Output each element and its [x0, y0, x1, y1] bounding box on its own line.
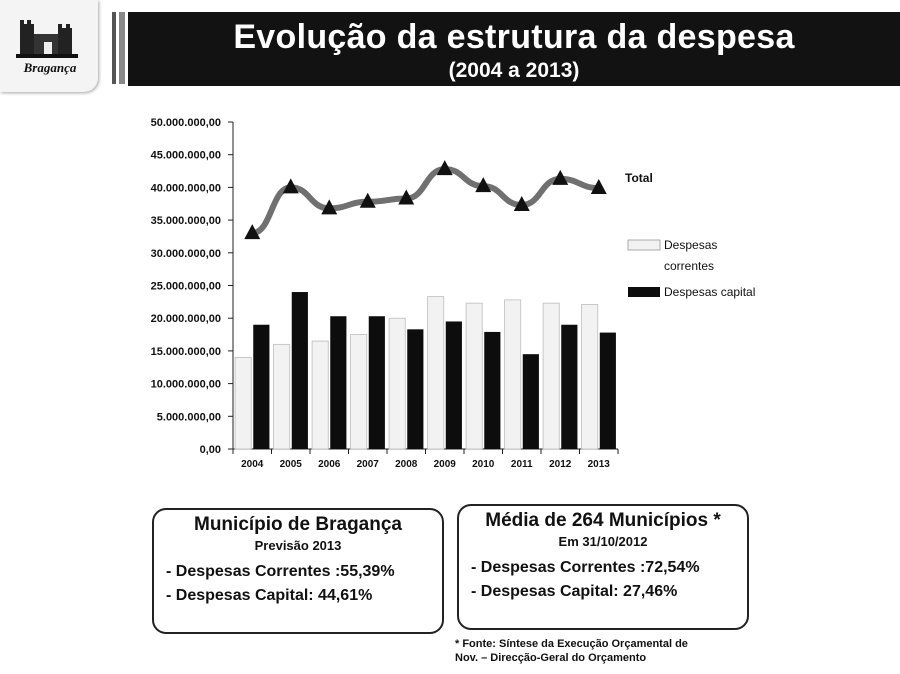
- panel-subtitle: Previsão 2013: [254, 538, 342, 553]
- y-tick-label: 40.000.000,00: [151, 182, 221, 194]
- bar-despesas-correntes: [388, 317, 406, 450]
- y-tick-label: 15.000.000,00: [151, 346, 221, 358]
- bar-despesas-correntes: [234, 357, 252, 450]
- x-tick-label: 2006: [318, 459, 341, 470]
- bar-despesas-correntes: [542, 302, 560, 450]
- total-marker: [590, 179, 607, 195]
- y-tick-label: 25.000.000,00: [151, 281, 221, 293]
- bar-despesas-capital: [330, 316, 347, 449]
- x-tick-label: 2005: [280, 459, 303, 470]
- bar-despesas-correntes: [273, 343, 291, 450]
- bar-despesas-correntes: [504, 299, 522, 450]
- bar-despesas-capital: [522, 354, 539, 449]
- source-line: Nov. – Direcção-Geral do Orçamento: [455, 652, 647, 664]
- y-tick-label: 20.000.000,00: [151, 313, 221, 325]
- page-title: Evolução da estrutura da despesa: [233, 18, 795, 56]
- total-marker: [436, 160, 453, 176]
- total-line: [249, 166, 602, 237]
- x-tick-label: 2011: [511, 459, 533, 470]
- y-tick-label: 45.000.000,00: [151, 150, 221, 162]
- bar-despesas-capital: [253, 324, 270, 449]
- bar-despesas-capital: [407, 329, 424, 449]
- bar-despesas-correntes: [350, 334, 368, 450]
- expense-chart: 0,00 5.000.000,00 10.000.000,00 15.000.000,…: [151, 117, 756, 470]
- legend-label-correntes: Despesas: [664, 238, 717, 252]
- panel-title: Média de 264 Municípios *: [485, 510, 721, 531]
- bar-despesas-correntes: [311, 340, 329, 450]
- bar-despesas-capital: [445, 321, 462, 449]
- bar-despesas-capital: [291, 292, 308, 449]
- x-tick-label: 2004: [241, 459, 264, 470]
- page-subtitle: (2004 a 2013): [448, 59, 580, 82]
- panel-line: - Despesas Correntes :55,39%: [166, 563, 395, 580]
- total-marker: [282, 178, 299, 194]
- legend-swatch-correntes: [627, 239, 661, 251]
- panel-line: - Despesas Capital: 27,46%: [471, 583, 678, 600]
- y-tick-label: 5.000.000,00: [157, 411, 221, 423]
- legend-label-capital: Despesas capital: [664, 285, 755, 299]
- total-marker: [475, 177, 492, 193]
- x-tick-label: 2009: [434, 459, 457, 470]
- panel-title: Município de Bragança: [194, 514, 402, 535]
- x-tick-label: 2007: [357, 459, 380, 470]
- total-marker: [552, 169, 569, 185]
- bar-despesas-correntes: [581, 304, 599, 450]
- bar-despesas-correntes: [465, 302, 483, 450]
- logo: Bragança: [0, 0, 98, 92]
- title-banner: Evolução da estrutura da despesa (2004 a…: [128, 12, 900, 86]
- bar-despesas-correntes: [427, 296, 445, 450]
- y-tick-label: 10.000.000,00: [151, 379, 221, 391]
- x-tick-label: 2013: [588, 459, 611, 470]
- total-marker: [359, 192, 376, 208]
- total-marker: [398, 189, 415, 205]
- total-marker: [513, 196, 530, 212]
- total-marker: [244, 224, 261, 240]
- x-tick-label: 2010: [472, 459, 495, 470]
- bar-despesas-capital: [599, 332, 616, 449]
- castle-icon: [16, 20, 78, 58]
- bar-despesas-capital: [368, 316, 385, 449]
- panel-subtitle: Em 31/10/2012: [558, 534, 648, 549]
- panel-line: - Despesas Correntes :72,54%: [471, 559, 700, 576]
- total-marker: [321, 199, 338, 215]
- source-line: * Fonte: Síntese da Execução Orçamental …: [455, 638, 688, 650]
- series-label-total: Total: [625, 171, 653, 185]
- panel-line: - Despesas Capital: 44,61%: [166, 587, 373, 604]
- logo-text: Bragança: [23, 60, 77, 75]
- legend-swatch-capital: [628, 287, 660, 297]
- legend-label-correntes: correntes: [664, 259, 714, 273]
- source-note: * Fonte: Síntese da Execução Orçamental …: [455, 637, 688, 665]
- panel-braganca: Município de Bragança Previsão 2013 - De…: [152, 508, 444, 634]
- accent-bar: [112, 12, 116, 84]
- panel-media: Média de 264 Municípios * Em 31/10/2012 …: [457, 504, 749, 630]
- bar-despesas-capital: [484, 331, 501, 449]
- x-tick-label: 2008: [395, 459, 418, 470]
- x-tick-label: 2012: [549, 459, 572, 470]
- y-tick-label: 30.000.000,00: [151, 248, 221, 260]
- y-tick-label: 0,00: [200, 444, 221, 456]
- accent-bar: [119, 12, 125, 84]
- bar-despesas-capital: [561, 324, 578, 449]
- y-tick-label: 50.000.000,00: [151, 117, 221, 129]
- y-tick-label: 35.000.000,00: [151, 215, 221, 227]
